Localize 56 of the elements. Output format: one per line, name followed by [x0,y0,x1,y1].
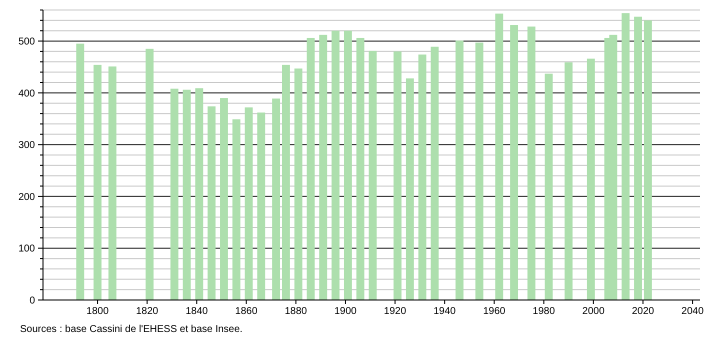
y-tick-label: 0 [29,296,36,306]
x-tick-label: 1920 [384,306,407,317]
x-tick-label: 1860 [235,306,258,317]
bar [418,54,426,300]
bar [622,13,630,300]
bar [356,38,364,300]
y-tick-label: 100 [18,244,36,255]
x-tick-label: 1880 [284,306,308,317]
bar [586,58,595,300]
bar [368,50,377,300]
bar [544,74,553,300]
bar [332,30,340,300]
bar [495,14,504,300]
bar [527,26,536,300]
bar [510,25,518,300]
x-tick-label: 1840 [186,306,208,317]
bar [456,40,464,300]
bar [257,112,266,300]
bar [244,107,253,300]
bar [564,62,573,300]
bar [344,30,352,300]
bar [430,46,439,300]
bar [208,106,216,300]
bar [94,64,102,300]
y-tick-label: 300 [18,140,36,152]
y-tick-label: 200 [18,192,36,203]
bar [76,44,84,300]
y-tick-label: 400 [18,88,36,100]
x-tick-label: 1940 [434,306,456,317]
bar [232,119,240,300]
x-tick-label: 1960 [483,306,506,317]
bar [644,20,652,300]
source-note: Sources : base Cassini de l'EHESS et base Insee. [20,324,243,335]
bar [394,51,402,300]
bar [272,98,280,300]
bar [406,78,414,300]
y-tick-label: 500 [18,36,36,48]
bar [170,88,178,300]
bar [306,38,315,300]
x-tick-label: 1800 [86,306,110,317]
bar [195,88,204,300]
x-tick-label: 2020 [632,306,655,317]
x-tick-label: 2040 [681,306,704,317]
bar [182,90,191,300]
bar [319,34,328,300]
x-tick-label: 2000 [582,306,605,317]
x-tick-label: 1820 [136,306,159,317]
x-tick-label: 1900 [334,306,358,317]
bar [146,48,154,300]
bar [220,98,228,300]
bar [294,68,302,300]
bar [634,16,642,300]
bar [475,42,484,300]
bar [282,64,290,300]
bar [108,66,116,300]
x-tick-label: 1980 [532,306,556,317]
